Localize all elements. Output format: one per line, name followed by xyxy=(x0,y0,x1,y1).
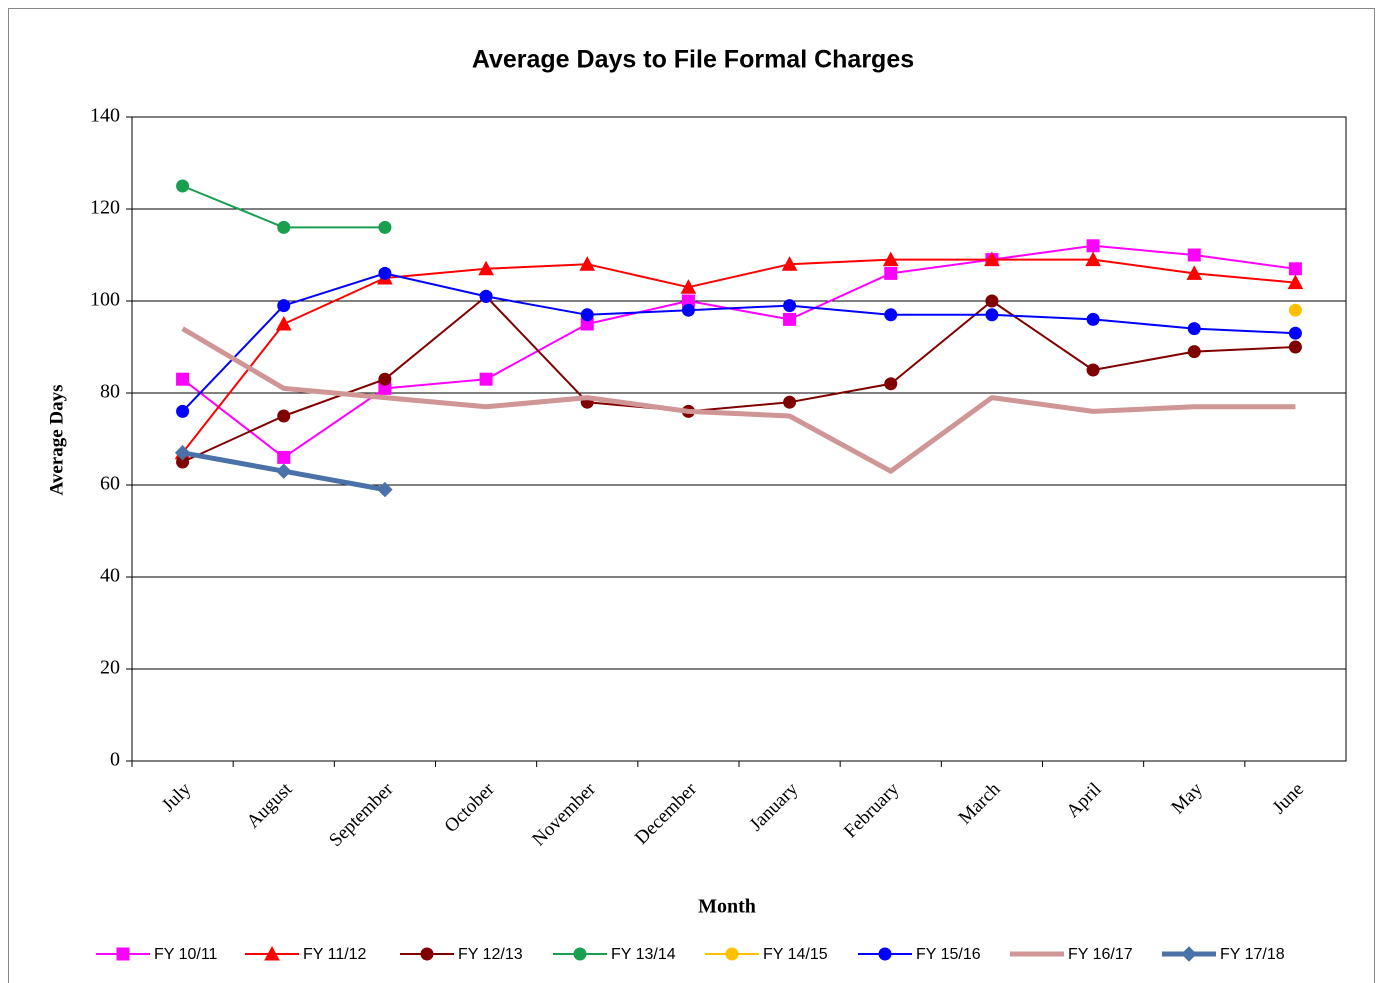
y-axis-label: Average Days xyxy=(46,385,67,496)
marker xyxy=(1187,322,1201,336)
y-tick-label: 20 xyxy=(100,657,120,679)
marker xyxy=(884,266,898,280)
marker xyxy=(1288,303,1302,317)
y-tick-label: 80 xyxy=(100,381,120,403)
marker xyxy=(478,260,494,276)
marker xyxy=(984,251,1000,267)
marker xyxy=(176,404,190,418)
marker xyxy=(277,409,291,423)
marker xyxy=(275,315,292,331)
legend-label: FY 12/13 xyxy=(458,946,523,963)
legend-label: FY 11/12 xyxy=(303,946,367,963)
legend-label: FY 13/14 xyxy=(611,946,676,963)
marker xyxy=(176,372,190,386)
marker xyxy=(878,947,892,961)
legend-label: FY 16/17 xyxy=(1068,946,1133,963)
y-tick-label: 0 xyxy=(110,749,120,771)
marker xyxy=(1086,239,1100,253)
marker xyxy=(580,308,594,322)
marker xyxy=(378,266,392,280)
marker xyxy=(1288,340,1302,354)
marker xyxy=(579,256,596,271)
marker xyxy=(1288,262,1302,276)
marker xyxy=(573,947,587,961)
legend-label: FY 14/15 xyxy=(763,946,828,963)
marker xyxy=(277,299,291,313)
marker xyxy=(420,947,434,961)
marker xyxy=(264,945,280,961)
marker xyxy=(1085,251,1101,267)
series-line xyxy=(181,272,1296,413)
legend-label: FY 15/16 xyxy=(916,946,981,963)
marker xyxy=(725,947,739,961)
y-tick-label: 120 xyxy=(90,197,120,219)
marker xyxy=(1187,345,1201,359)
legend-label: FY 10/11 xyxy=(154,946,218,963)
series-line xyxy=(181,326,1296,474)
marker xyxy=(1181,946,1197,962)
marker xyxy=(882,251,899,267)
marker xyxy=(985,308,999,322)
series-line xyxy=(181,244,1296,459)
marker xyxy=(479,372,493,386)
marker xyxy=(783,395,797,409)
marker xyxy=(1187,248,1201,262)
marker xyxy=(680,279,697,294)
chart-title: Average Days to File Formal Charges xyxy=(472,46,914,74)
marker xyxy=(1186,265,1203,280)
y-tick-label: 100 xyxy=(90,289,120,311)
marker xyxy=(781,256,798,271)
marker xyxy=(277,450,291,464)
marker xyxy=(277,220,291,234)
series-line xyxy=(181,258,1296,454)
marker xyxy=(681,303,695,317)
y-tick-label: 140 xyxy=(90,105,120,127)
x-axis-label: Month xyxy=(698,896,756,918)
marker xyxy=(985,294,999,308)
marker xyxy=(378,220,392,234)
y-tick-label: 40 xyxy=(100,565,120,587)
marker xyxy=(276,463,292,479)
marker xyxy=(378,372,392,386)
marker xyxy=(377,481,393,498)
marker xyxy=(884,308,898,322)
marker xyxy=(783,312,797,326)
marker xyxy=(1287,274,1304,290)
marker xyxy=(783,299,797,313)
marker xyxy=(116,947,130,961)
marker xyxy=(1086,312,1100,326)
series-line xyxy=(182,295,1296,463)
y-tick-label: 60 xyxy=(100,473,120,495)
marker xyxy=(1086,363,1100,377)
marker xyxy=(884,377,898,391)
marker xyxy=(479,289,493,303)
plot-area xyxy=(131,116,1347,762)
legend-label: FY 17/18 xyxy=(1220,946,1285,963)
marker xyxy=(174,445,191,461)
marker xyxy=(1288,326,1302,340)
marker xyxy=(176,179,190,193)
